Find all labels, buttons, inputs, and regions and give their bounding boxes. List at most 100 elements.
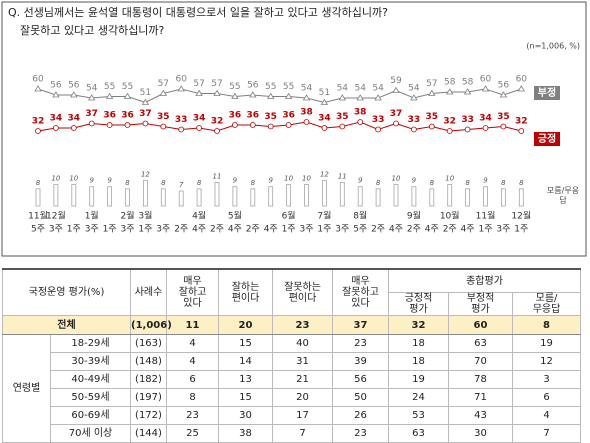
legend-box bbox=[534, 132, 560, 146]
cell: 8 bbox=[511, 315, 582, 335]
value-label: 9 bbox=[483, 177, 488, 185]
cell: 15 bbox=[218, 334, 273, 353]
x-month-label: 8월 bbox=[353, 210, 367, 222]
bar bbox=[125, 188, 130, 207]
cell: 24 bbox=[388, 388, 449, 407]
value-label: 55 bbox=[122, 82, 133, 92]
cell: (144) bbox=[130, 424, 167, 443]
value-label: 8 bbox=[519, 179, 524, 187]
bar bbox=[357, 186, 363, 207]
value-label: 55 bbox=[283, 82, 294, 92]
value-label: 37 bbox=[390, 109, 403, 119]
value-label: 35 bbox=[497, 112, 510, 122]
total-row: 전체 (1,006) 11 20 23 37 32 60 8 bbox=[2, 315, 582, 335]
marker bbox=[500, 123, 507, 130]
x-month-label: 11월 bbox=[28, 210, 48, 222]
value-label: 51 bbox=[319, 88, 330, 98]
x-month-label: 3월 bbox=[138, 210, 152, 222]
cell: 6 bbox=[511, 388, 582, 407]
value-label: 9 bbox=[358, 177, 363, 185]
value-label: 56 bbox=[498, 81, 510, 91]
marker bbox=[481, 85, 490, 92]
marker bbox=[303, 119, 310, 125]
cell: 20 bbox=[272, 388, 333, 407]
value-label: 35 bbox=[264, 112, 277, 122]
x-tick-label: 3주 bbox=[496, 224, 510, 235]
header-cell: 긍정적 평가 bbox=[388, 292, 449, 316]
x-tick-label: 4주 bbox=[228, 224, 242, 235]
value-label: 36 bbox=[103, 111, 116, 121]
marker bbox=[357, 119, 364, 125]
cell: 71 bbox=[448, 388, 513, 407]
value-label: 55 bbox=[265, 82, 276, 92]
cell: 18 bbox=[388, 352, 449, 371]
marker bbox=[518, 128, 525, 134]
value-label: 8 bbox=[125, 179, 130, 187]
marker bbox=[88, 120, 95, 127]
marker bbox=[446, 128, 453, 134]
marker bbox=[249, 91, 257, 98]
cell: 21 bbox=[272, 370, 333, 389]
x-tick-label: 5주 bbox=[353, 224, 367, 235]
x-tick-label: 2주 bbox=[407, 224, 421, 235]
bar bbox=[411, 186, 417, 207]
bar bbox=[71, 184, 77, 207]
cell: 11 bbox=[166, 315, 219, 335]
x-tick-label: 5주 bbox=[31, 224, 45, 235]
cell: 30 bbox=[218, 406, 273, 425]
bar bbox=[483, 186, 488, 207]
bar bbox=[393, 184, 399, 207]
cell: 23 bbox=[332, 334, 389, 353]
value-label: 33 bbox=[408, 115, 421, 125]
value-label: 7 bbox=[179, 181, 184, 189]
value-label: 59 bbox=[390, 76, 402, 86]
data-row: 70세 이상 (144) 25 38 7 23 63 30 7 bbox=[3, 424, 582, 443]
value-label: 10 bbox=[445, 175, 454, 183]
header-cell: 매우 잘못하고 있다 bbox=[332, 268, 389, 316]
value-label: 36 bbox=[247, 111, 260, 121]
value-label: 8 bbox=[376, 179, 381, 187]
value-label: 55 bbox=[104, 82, 115, 92]
value-label: 57 bbox=[426, 79, 437, 89]
x-month-label: 10월 bbox=[440, 210, 460, 222]
cell: 23 bbox=[166, 406, 219, 425]
x-tick-label: 1주 bbox=[478, 224, 492, 235]
line bbox=[37, 121, 522, 132]
x-tick-label: 2주 bbox=[174, 224, 188, 235]
cell: 15 bbox=[218, 388, 273, 407]
marker bbox=[374, 94, 382, 101]
bar bbox=[321, 179, 327, 207]
cell: 26 bbox=[332, 406, 389, 425]
value-label: 34 bbox=[479, 114, 492, 124]
value-label: 56 bbox=[247, 81, 259, 91]
bar bbox=[232, 186, 238, 207]
marker bbox=[428, 89, 436, 96]
value-label: 35 bbox=[157, 112, 170, 122]
chart: Q. 선생님께서는 윤석열 대통령이 대통령으로서 일을 잘하고 있다고 생각하… bbox=[1, 1, 587, 257]
header-cell: 사례수 bbox=[130, 268, 167, 316]
header-cell: 매우 잘하고 있다 bbox=[166, 268, 219, 316]
cell: 78 bbox=[448, 370, 513, 389]
marker bbox=[196, 125, 203, 131]
cell: 14 bbox=[218, 352, 273, 371]
cell: 23 bbox=[332, 424, 389, 443]
x-tick-label: 4주 bbox=[461, 224, 475, 235]
marker bbox=[177, 85, 185, 92]
row-label: 30-39세 bbox=[50, 352, 131, 371]
value-label: 32 bbox=[443, 117, 456, 127]
value-label: 60 bbox=[516, 75, 528, 85]
value-label: 8 bbox=[36, 179, 41, 187]
chart-subtitle: 잘못하고 있다고 생각하십니까? bbox=[20, 23, 165, 37]
value-label: 9 bbox=[268, 177, 273, 185]
cell: 8 bbox=[166, 388, 219, 407]
marker bbox=[141, 98, 150, 105]
value-label: 33 bbox=[175, 115, 188, 125]
cell: 37 bbox=[332, 315, 389, 335]
value-label: 33 bbox=[461, 115, 474, 125]
value-label: 51 bbox=[140, 88, 151, 98]
x-tick-label: 2주 bbox=[371, 224, 385, 235]
value-label: 57 bbox=[193, 79, 204, 89]
marker bbox=[321, 125, 328, 131]
legend-label: 모름/무응답 bbox=[546, 186, 580, 205]
marker bbox=[106, 122, 113, 128]
